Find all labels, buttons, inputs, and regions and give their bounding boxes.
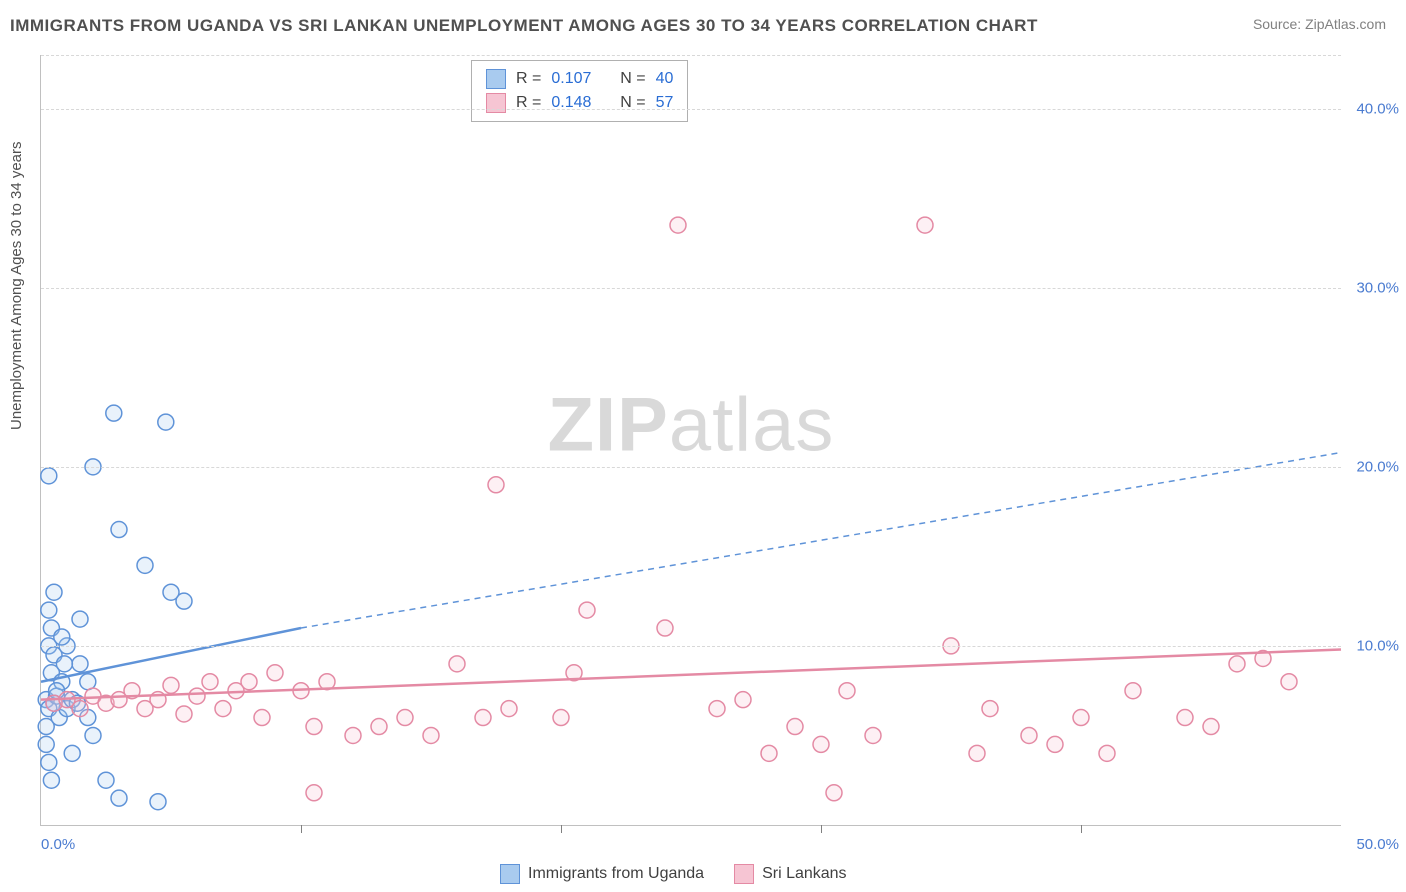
data-point	[176, 593, 192, 609]
trend-line	[301, 453, 1341, 628]
data-point	[137, 557, 153, 573]
data-point	[41, 468, 57, 484]
data-point	[397, 710, 413, 726]
trend-line	[41, 650, 1341, 700]
data-point	[761, 745, 777, 761]
y-axis-label: Unemployment Among Ages 30 to 34 years	[8, 141, 25, 430]
data-point	[553, 710, 569, 726]
data-point	[709, 701, 725, 717]
data-point	[475, 710, 491, 726]
data-point	[111, 522, 127, 538]
data-point	[1073, 710, 1089, 726]
data-point	[969, 745, 985, 761]
gridline	[41, 646, 1341, 647]
data-point	[1281, 674, 1297, 690]
data-point	[917, 217, 933, 233]
gridline	[41, 288, 1341, 289]
data-point	[1099, 745, 1115, 761]
scatter-svg	[41, 55, 1341, 825]
data-point	[345, 727, 361, 743]
data-point	[1203, 719, 1219, 735]
y-tick-label: 40.0%	[1356, 100, 1399, 117]
plot-area: ZIPatlas R = 0.107 N = 40 R = 0.148 N = …	[40, 55, 1341, 826]
data-point	[1047, 736, 1063, 752]
x-tick-label-min: 0.0%	[41, 836, 75, 853]
gridline	[41, 109, 1341, 110]
data-point	[670, 217, 686, 233]
data-point	[579, 602, 595, 618]
data-point	[267, 665, 283, 681]
data-point	[1229, 656, 1245, 672]
data-point	[813, 736, 829, 752]
data-point	[41, 602, 57, 618]
data-point	[41, 754, 57, 770]
data-point	[43, 772, 59, 788]
data-point	[657, 620, 673, 636]
data-point	[735, 692, 751, 708]
data-point	[150, 794, 166, 810]
data-point	[215, 701, 231, 717]
data-point	[306, 719, 322, 735]
data-point	[1177, 710, 1193, 726]
data-point	[72, 611, 88, 627]
data-point	[163, 677, 179, 693]
data-point	[1021, 727, 1037, 743]
source-value: ZipAtlas.com	[1305, 16, 1386, 32]
data-point	[72, 701, 88, 717]
x-tick-label-max: 50.0%	[1356, 836, 1399, 853]
data-point	[38, 736, 54, 752]
source-prefix: Source:	[1253, 16, 1305, 32]
data-point	[241, 674, 257, 690]
gridline	[41, 467, 1341, 468]
data-point	[111, 790, 127, 806]
swatch-uganda-icon	[500, 864, 520, 884]
data-point	[176, 706, 192, 722]
gridline	[41, 55, 1341, 56]
data-point	[826, 785, 842, 801]
data-point	[839, 683, 855, 699]
legend-label-uganda: Immigrants from Uganda	[528, 865, 704, 883]
data-point	[371, 719, 387, 735]
data-point	[189, 688, 205, 704]
swatch-srilanka-icon	[734, 864, 754, 884]
legend-item-srilanka: Sri Lankans	[734, 864, 847, 884]
data-point	[46, 584, 62, 600]
data-point	[1125, 683, 1141, 699]
data-point	[72, 656, 88, 672]
legend-label-srilanka: Sri Lankans	[762, 865, 847, 883]
data-point	[306, 785, 322, 801]
data-point	[982, 701, 998, 717]
data-point	[202, 674, 218, 690]
data-point	[98, 772, 114, 788]
data-point	[254, 710, 270, 726]
y-tick-label: 10.0%	[1356, 637, 1399, 654]
source-attribution: Source: ZipAtlas.com	[1253, 16, 1386, 32]
trend-line	[41, 628, 301, 682]
y-tick-label: 30.0%	[1356, 279, 1399, 296]
data-point	[488, 477, 504, 493]
x-tick	[561, 825, 562, 833]
x-tick	[301, 825, 302, 833]
chart-title: IMMIGRANTS FROM UGANDA VS SRI LANKAN UNE…	[10, 16, 1038, 36]
data-point	[106, 405, 122, 421]
data-point	[158, 414, 174, 430]
legend-item-uganda: Immigrants from Uganda	[500, 864, 704, 884]
data-point	[865, 727, 881, 743]
data-point	[501, 701, 517, 717]
data-point	[423, 727, 439, 743]
data-point	[787, 719, 803, 735]
data-point	[54, 629, 70, 645]
data-point	[56, 656, 72, 672]
data-point	[85, 727, 101, 743]
chart-container: IMMIGRANTS FROM UGANDA VS SRI LANKAN UNE…	[0, 0, 1406, 892]
x-tick	[1081, 825, 1082, 833]
data-point	[449, 656, 465, 672]
y-tick-label: 20.0%	[1356, 458, 1399, 475]
data-point	[64, 745, 80, 761]
x-tick	[821, 825, 822, 833]
series-legend: Immigrants from Uganda Sri Lankans	[500, 864, 847, 884]
